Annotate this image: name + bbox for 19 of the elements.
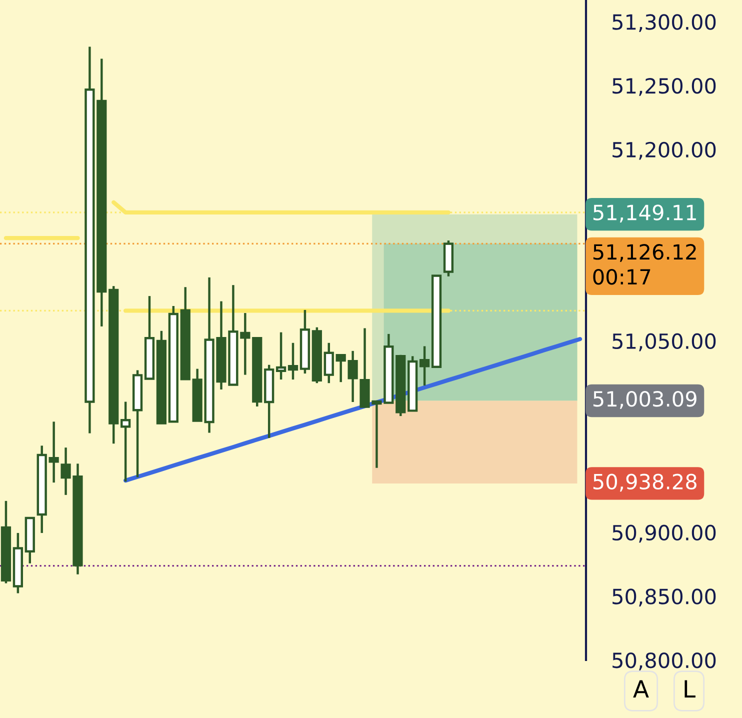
y-tick-label: 51,050.00 xyxy=(612,333,716,352)
text: A xyxy=(633,680,649,698)
y-tick-label: 50,850.00 xyxy=(612,588,716,607)
candlestick xyxy=(288,342,298,381)
band-label: 51,149.11 xyxy=(593,204,696,222)
ref-line-label: 51,126.12 00:17 xyxy=(593,244,696,285)
candlestick xyxy=(48,420,59,484)
band-label: 51,003.09 xyxy=(593,391,696,409)
candlestick xyxy=(120,400,131,483)
candlestick xyxy=(36,444,47,534)
band-label: 50,938.28 xyxy=(593,474,696,492)
line-series xyxy=(123,336,582,483)
text: L xyxy=(684,680,696,698)
y-tick-label: 51,300.00 xyxy=(612,14,716,32)
candlestick xyxy=(419,345,430,387)
y-tick-label: 50,800.00 xyxy=(612,652,716,670)
y-tick-label: 50,900.00 xyxy=(612,524,716,543)
y-tick-label: 51,250.00 xyxy=(612,78,716,96)
y-tick-label: 51,200.00 xyxy=(612,142,716,160)
